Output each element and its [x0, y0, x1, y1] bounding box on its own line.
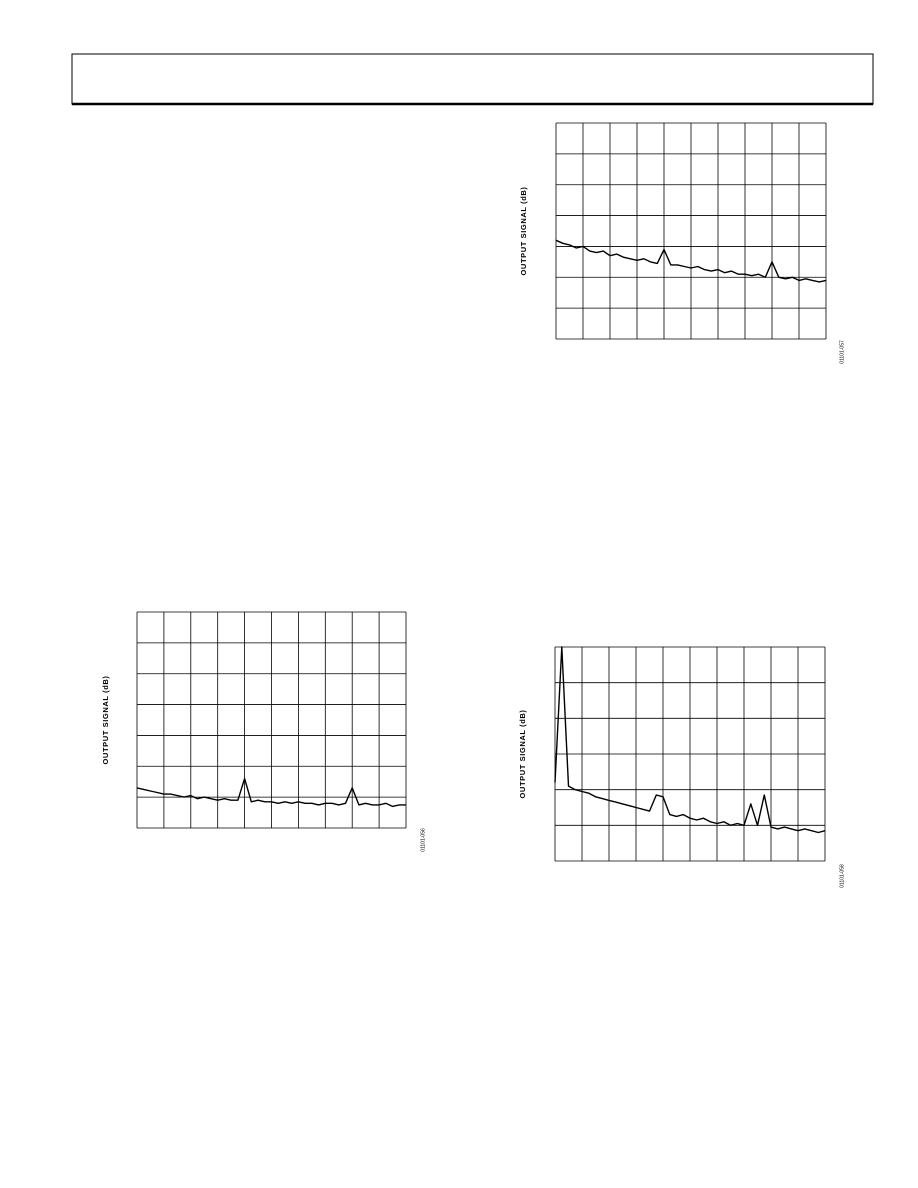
figure-code: 01101-058 — [839, 864, 845, 888]
signal-trace — [555, 239, 827, 283]
signal-trace — [554, 646, 826, 834]
figure-code: 01101-056 — [420, 828, 426, 852]
header-box — [71, 53, 874, 105]
figure-code: 01101-057 — [839, 340, 845, 364]
y-axis-label: OUTPUT SIGNAL (dB) — [101, 676, 110, 765]
y-axis-label: OUTPUT SIGNAL (dB) — [518, 710, 527, 799]
y-axis-label: OUTPUT SIGNAL (dB) — [519, 187, 528, 276]
signal-trace — [136, 777, 406, 808]
